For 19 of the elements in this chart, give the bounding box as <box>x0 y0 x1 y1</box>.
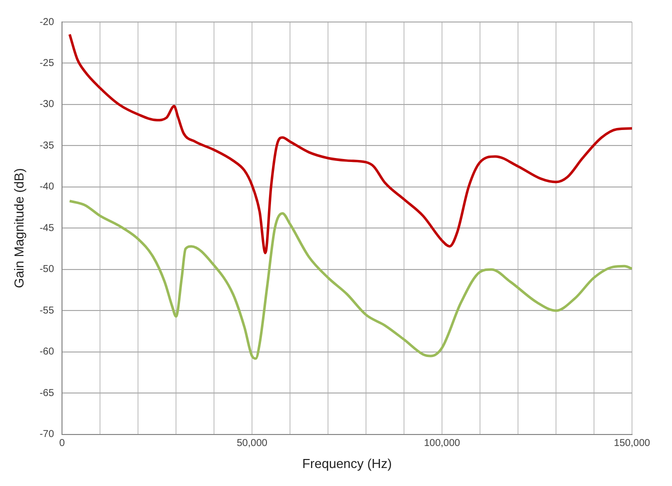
y-tick-label: -25 <box>40 58 54 69</box>
y-tick-label: -45 <box>40 222 54 234</box>
x-tick-label: 100,000 <box>424 438 461 450</box>
x-axis-title: Frequency (Hz) <box>302 456 392 471</box>
y-tick-label: -30 <box>40 99 54 110</box>
x-tick-label: 150,000 <box>614 438 651 450</box>
y-tick-label: -35 <box>40 140 54 152</box>
y-tick-label: -50 <box>40 264 54 276</box>
x-tick-label: 50,000 <box>236 438 268 450</box>
x-tick-label: 0 <box>59 438 66 450</box>
y-tick-label: -65 <box>40 388 54 399</box>
line-series <box>68 200 632 360</box>
y-tick-label: -70 <box>40 429 54 440</box>
y-tick-label: -20 <box>40 16 54 28</box>
y-tick-label: -55 <box>40 305 54 316</box>
line-series <box>68 33 632 254</box>
y-tick-label: -60 <box>40 346 54 358</box>
y-axis-title: Gain Magnitude (dB) <box>11 168 26 288</box>
y-tick-label: -40 <box>40 182 54 193</box>
